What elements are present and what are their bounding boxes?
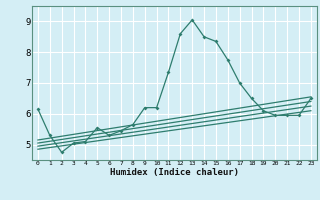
X-axis label: Humidex (Indice chaleur): Humidex (Indice chaleur) <box>110 168 239 177</box>
